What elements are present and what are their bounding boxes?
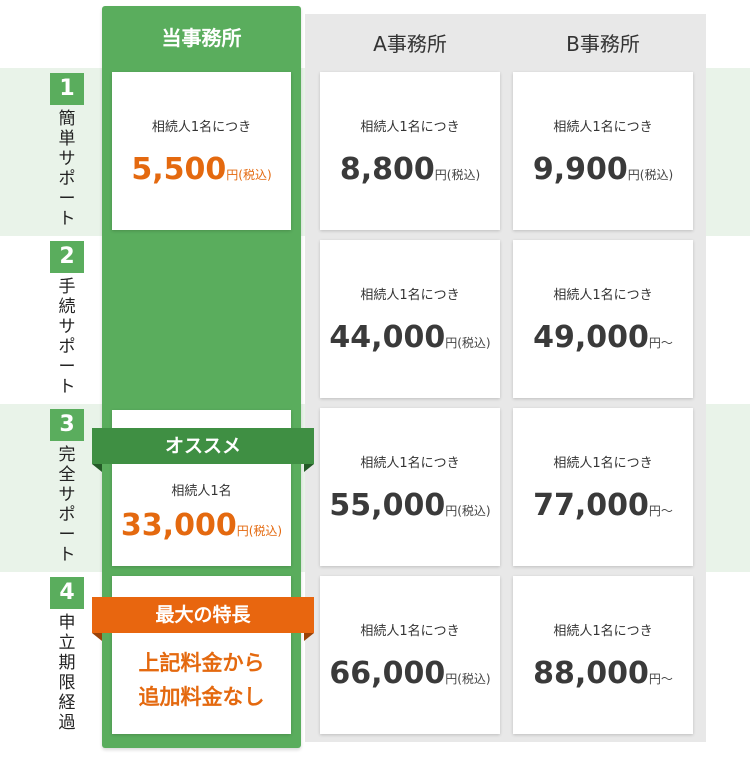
price-value: 5,500 bbox=[131, 152, 227, 187]
row-number-4: 4 bbox=[50, 577, 84, 609]
header-our-office: 当事務所 bbox=[161, 26, 242, 50]
price-value: 88,000 bbox=[533, 656, 649, 691]
price-unit: 円(税込) bbox=[445, 672, 491, 686]
price-card-b-row1: 相続人1名につき 9,900円(税込) bbox=[513, 72, 693, 230]
price-label: 相続人1名 bbox=[171, 484, 232, 499]
row-number-1: 1 bbox=[50, 73, 84, 105]
price-label: 相続人1名につき bbox=[553, 456, 653, 471]
price-card-ours-row1: 相続人1名につき 5,500円(税込) bbox=[112, 72, 291, 230]
price-label: 相続人1名につき bbox=[360, 624, 460, 639]
price-unit: 円〜 bbox=[648, 504, 673, 518]
price-label: 相続人1名につき bbox=[553, 120, 653, 135]
price-value: 44,000 bbox=[329, 320, 446, 355]
feature-ribbon: 最大の特長 bbox=[92, 597, 314, 641]
price-label: 相続人1名につき bbox=[360, 288, 460, 303]
price-card-a-row1: 相続人1名につき 8,800円(税込) bbox=[320, 72, 500, 230]
ribbon-fold-left bbox=[92, 464, 102, 472]
price-unit: 円(税込) bbox=[445, 504, 491, 518]
price-label: 相続人1名につき bbox=[553, 624, 653, 639]
ribbon-label: 最大の特長 bbox=[155, 604, 251, 626]
price-label: 相続人1名につき bbox=[360, 456, 460, 471]
price-label: 相続人1名につき bbox=[553, 288, 653, 303]
price-value: 77,000 bbox=[533, 488, 649, 523]
price-value: 8,800 bbox=[339, 152, 435, 187]
price-value: 49,000 bbox=[533, 320, 649, 355]
price-unit: 円(税込) bbox=[445, 336, 491, 350]
price-card-b-row2: 相続人1名につき 49,000円〜 bbox=[513, 240, 693, 398]
price-unit: 円〜 bbox=[648, 336, 673, 350]
row-title-3: 完全サポート bbox=[58, 445, 76, 565]
header-a-office: A事務所 bbox=[373, 32, 447, 56]
ribbon-label: オススメ bbox=[164, 435, 241, 457]
price-value: 33,000 bbox=[120, 508, 237, 543]
price-card-a-row4: 相続人1名につき 66,000円(税込) bbox=[320, 576, 500, 734]
row-title-4: 申立期限経過 bbox=[58, 613, 76, 733]
recommended-ribbon: オススメ bbox=[92, 428, 314, 472]
price-card-a-row3: 相続人1名につき 55,000円(税込) bbox=[320, 408, 500, 566]
header-b-office: B事務所 bbox=[566, 32, 640, 56]
highlight-line-2: 追加料金なし bbox=[138, 685, 265, 709]
price-card-b-row3: 相続人1名につき 77,000円〜 bbox=[513, 408, 693, 566]
price-unit: 円〜 bbox=[648, 672, 673, 686]
price-unit: 円(税込) bbox=[226, 168, 272, 182]
row-title-1: 簡単サポート bbox=[58, 109, 76, 229]
row-number-2: 2 bbox=[50, 241, 84, 273]
price-unit: 円(税込) bbox=[434, 168, 481, 182]
highlight-line-1: 上記料金から bbox=[138, 651, 265, 675]
ribbon-fold-left bbox=[92, 633, 102, 641]
price-card-a-row2: 相続人1名につき 44,000円(税込) bbox=[320, 240, 500, 398]
price-value: 66,000 bbox=[329, 656, 446, 691]
price-value: 55,000 bbox=[329, 488, 446, 523]
price-unit: 円(税込) bbox=[236, 524, 283, 538]
price-value: 9,900 bbox=[532, 152, 628, 187]
ribbon-fold-right bbox=[304, 633, 314, 641]
price-card-b-row4: 相続人1名につき 88,000円〜 bbox=[513, 576, 693, 734]
price-label: 相続人1名につき bbox=[360, 120, 460, 135]
price-unit: 円(税込) bbox=[627, 168, 674, 182]
price-label: 相続人1名につき bbox=[151, 120, 252, 135]
row-number-3: 3 bbox=[50, 409, 84, 441]
ribbon-fold-right bbox=[304, 464, 314, 472]
row-title-2: 手続サポート bbox=[58, 277, 76, 397]
